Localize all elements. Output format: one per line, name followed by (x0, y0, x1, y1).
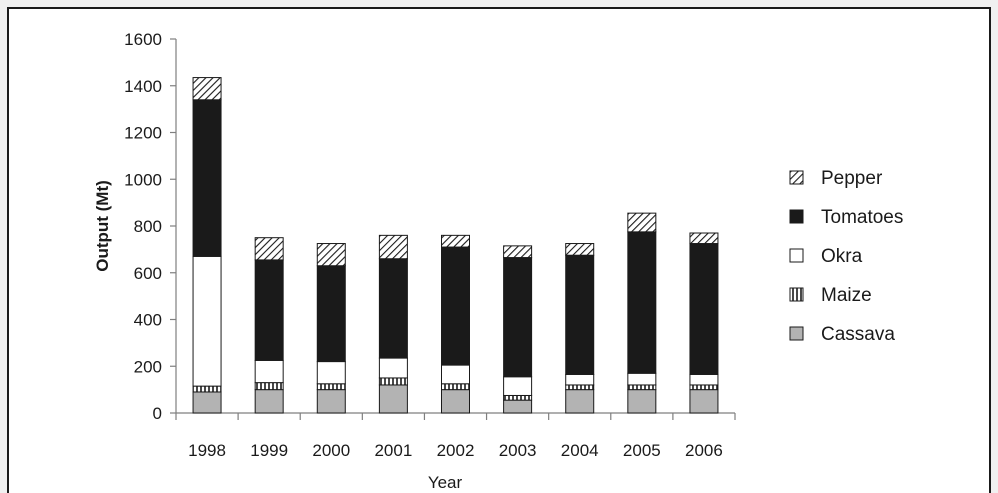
legend-swatch-tomatoes (789, 209, 804, 224)
x-tick-label: 2000 (312, 441, 350, 460)
y-tick-label: 200 (134, 357, 162, 376)
x-tick-label: 2001 (374, 441, 412, 460)
bar-segment-pepper (316, 243, 346, 267)
bar-segment-tomatoes (441, 246, 470, 366)
bar-segment-maize (192, 385, 222, 393)
bar-segment-okra (254, 359, 284, 384)
bar-segment-cassava (254, 389, 284, 414)
bar-segment-tomatoes (254, 259, 284, 361)
legend-swatch-cassava (789, 326, 804, 341)
y-tick-label: 1200 (124, 124, 162, 143)
bar-segment-cassava (316, 389, 346, 414)
legend: Pepper Tomatoes Okra Maize Cassava (789, 168, 903, 345)
x-tick-label: 2004 (561, 441, 599, 460)
bar-segment-pepper (689, 232, 719, 245)
bar-segment-okra (316, 361, 346, 385)
x-axis-title: Year (428, 473, 463, 492)
y-tick-label: 0 (153, 404, 162, 423)
y-tick-label: 400 (134, 311, 162, 330)
bar-segment-tomatoes (689, 243, 719, 375)
y-tick-label: 1600 (124, 30, 162, 49)
bar-segment-cassava (689, 389, 719, 414)
bar-segment-cassava (192, 391, 222, 414)
bar-segment-tomatoes (565, 254, 595, 375)
bar-segment-okra (689, 373, 719, 386)
bar-segment-maize (254, 382, 284, 391)
bars-group (192, 77, 719, 414)
x-tick-label: 2002 (437, 441, 475, 460)
x-tick-label: 1998 (188, 441, 226, 460)
bar-segment-pepper (565, 243, 595, 256)
legend-label-maize: Maize (821, 285, 872, 306)
legend-label-okra: Okra (821, 246, 863, 267)
bar-segment-maize (627, 384, 657, 391)
bar-segment-pepper (378, 234, 408, 260)
bar-segment-maize (316, 383, 346, 391)
bar-segment-cassava (627, 389, 657, 414)
bar-segment-tomatoes (378, 258, 408, 359)
legend-swatch-pepper (789, 170, 804, 185)
y-tick-label: 600 (134, 264, 162, 283)
y-tick-label: 1400 (124, 77, 162, 96)
legend-swatch-okra (789, 248, 804, 263)
x-tick-label: 2006 (685, 441, 723, 460)
bar-segment-cassava (565, 389, 595, 414)
legend-label-pepper: Pepper (821, 168, 883, 189)
bar-segment-tomatoes (627, 231, 657, 374)
bar-segment-cassava (378, 384, 408, 414)
bar-segment-pepper (627, 212, 657, 233)
x-tick-label: 2005 (623, 441, 661, 460)
legend-swatch-maize (789, 287, 804, 302)
bar-segment-tomatoes (503, 257, 533, 378)
bar-segment-cassava (441, 389, 470, 414)
chart-panel (7, 7, 991, 493)
x-tick-label: 2003 (499, 441, 537, 460)
bar-segment-maize (441, 383, 470, 391)
bar-segment-pepper (503, 245, 533, 259)
y-tick-label: 1000 (124, 170, 162, 189)
legend-label-cassava: Cassava (821, 324, 895, 345)
bar-segment-okra (627, 372, 657, 386)
legend-label-tomatoes: Tomatoes (821, 207, 903, 228)
bar-segment-pepper (441, 234, 470, 248)
bar-segment-maize (565, 384, 595, 391)
bar-segment-cassava (503, 399, 533, 414)
y-tick-label: 800 (134, 217, 162, 236)
bar-segment-okra (441, 364, 470, 385)
x-tick-label: 1999 (250, 441, 288, 460)
bar-segment-pepper (192, 77, 222, 101)
bar-segment-okra (192, 255, 222, 387)
bar-segment-okra (503, 376, 533, 396)
bar-segment-tomatoes (192, 99, 222, 257)
bar-segment-okra (378, 357, 408, 379)
bar-segment-maize (689, 384, 719, 391)
y-axis-title: Output (Mt) (93, 180, 112, 272)
bar-segment-pepper (254, 237, 284, 261)
bar-segment-okra (565, 373, 595, 386)
bar-segment-maize (503, 394, 533, 401)
bar-segment-tomatoes (316, 265, 346, 363)
bar-segment-maize (378, 377, 408, 386)
